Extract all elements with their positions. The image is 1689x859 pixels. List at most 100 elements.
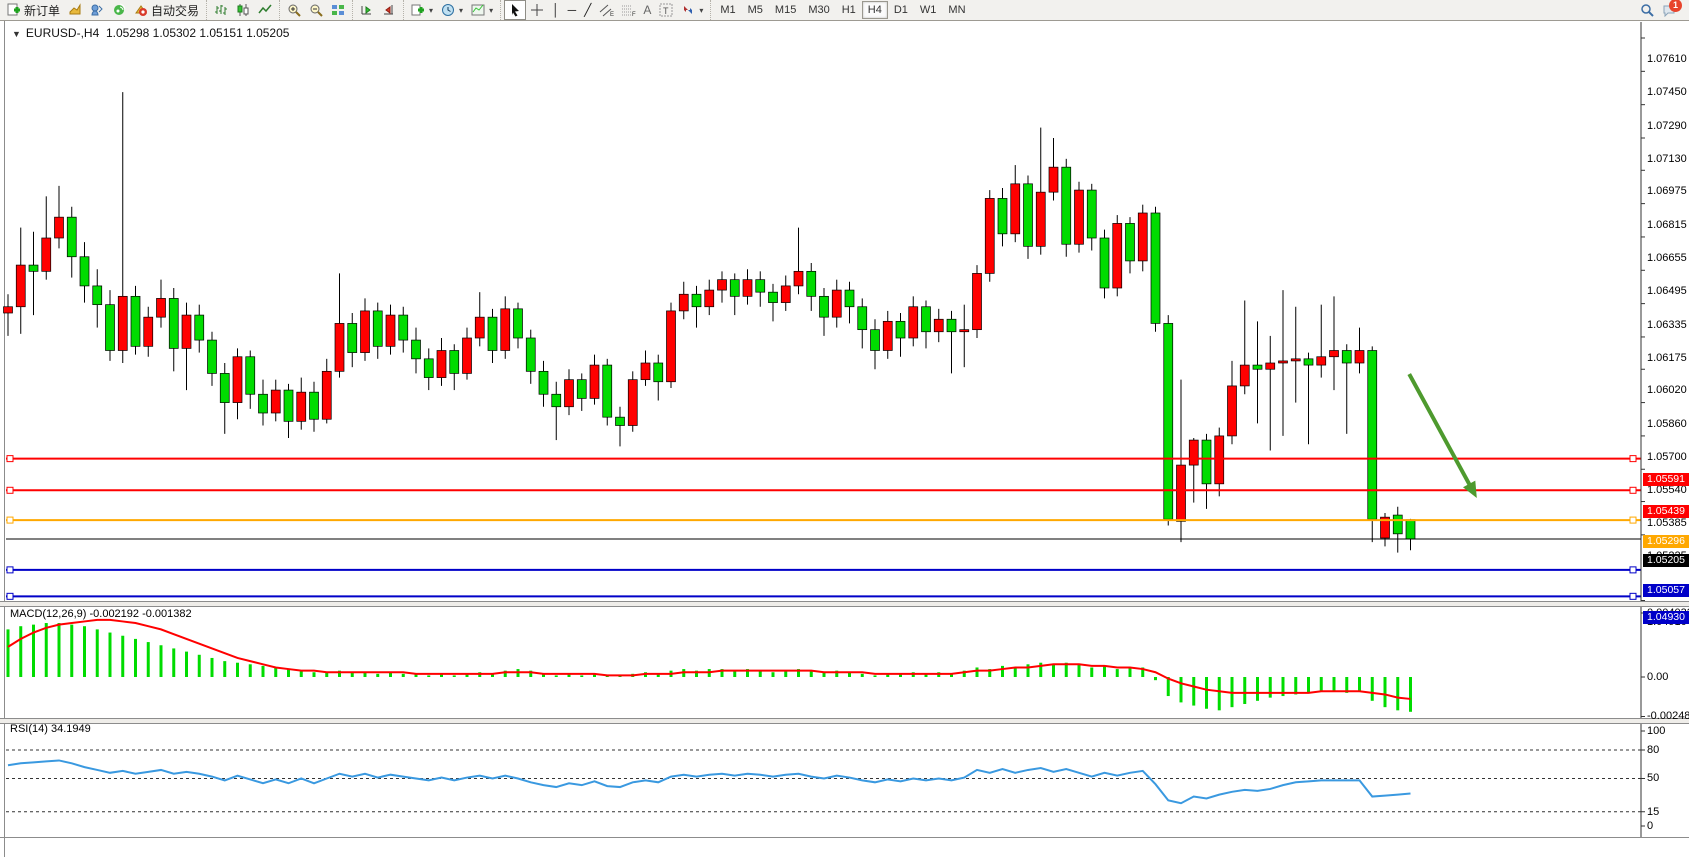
macd-histogram-bar [529, 670, 533, 677]
macd-histogram-bar [848, 672, 851, 677]
timeframe-h1-button[interactable]: H1 [841, 4, 856, 16]
line-handle[interactable] [1629, 516, 1637, 524]
autotrading-button[interactable]: 自动交易 [130, 0, 203, 20]
text-button[interactable]: A [639, 0, 655, 20]
price-tick-label: 1.06175 [1647, 351, 1687, 364]
macd-histogram-bar [593, 673, 596, 677]
line-price-label: 1.05205 [1643, 553, 1689, 567]
market-watch-button[interactable] [64, 0, 86, 20]
candle-body [436, 350, 447, 378]
auto-scroll-button[interactable] [356, 0, 378, 20]
trendline-icon: ╱ [584, 3, 592, 17]
macd-histogram-bar [822, 672, 826, 677]
window-border [4, 21, 5, 857]
line-handle[interactable] [1629, 592, 1637, 600]
line-handle[interactable] [6, 592, 14, 600]
label-button[interactable]: T [655, 0, 677, 20]
line-handle[interactable] [1629, 455, 1637, 463]
macd-histogram-bar [185, 651, 188, 677]
equidistant-channel-button[interactable]: E [595, 0, 617, 20]
candle-body [921, 306, 931, 333]
new-order-button[interactable]: 新订单 [3, 0, 64, 20]
candle-body [538, 370, 549, 395]
candle-body [1316, 356, 1327, 366]
timeframe-w1-button[interactable]: W1 [919, 4, 937, 16]
fibonacci-icon: F [621, 3, 636, 17]
line-price-label: 1.05439 [1643, 504, 1689, 518]
collapse-chart-icon[interactable]: ▼ [12, 29, 21, 39]
crosshair-button[interactable] [526, 0, 548, 20]
new-order-icon [7, 3, 21, 17]
arrows-icon [681, 3, 695, 17]
line-handle[interactable] [1629, 566, 1637, 574]
candle-body [474, 316, 485, 339]
chart-shift-button[interactable] [378, 0, 400, 20]
candle-body [1367, 350, 1378, 520]
candle-body [1290, 358, 1301, 362]
trend-arrow-shaft[interactable] [1407, 373, 1474, 491]
candle-body [1329, 350, 1339, 358]
cursor-button[interactable] [504, 0, 527, 20]
macd-histogram-bar [389, 672, 392, 677]
price-tick-label: 1.05540 [1647, 484, 1687, 497]
macd-histogram-bar [873, 675, 877, 677]
macd-histogram-bar [236, 662, 239, 677]
horizontal-line-button[interactable]: ─ [564, 0, 581, 20]
indicators-caret: ▾ [429, 5, 434, 15]
line-handle[interactable] [6, 516, 14, 524]
timeframe-m5-button[interactable]: M5 [747, 4, 763, 16]
macd-histogram-bar [146, 642, 150, 677]
signals-button[interactable] [108, 0, 130, 20]
fibonacci-button[interactable]: F [617, 0, 639, 20]
indicators-button[interactable]: ▾ [407, 0, 437, 20]
candlestick-chart-button[interactable] [232, 0, 254, 20]
candle-body [232, 356, 243, 403]
line-chart-button[interactable] [254, 0, 276, 20]
candle-body [640, 362, 651, 381]
line-handle[interactable] [6, 566, 14, 574]
candle-body [984, 198, 995, 274]
timeframe-m15-button[interactable]: M15 [774, 4, 797, 16]
bar-chart-button[interactable] [210, 0, 232, 20]
line-handle[interactable] [6, 486, 14, 494]
timeframe-mn-button[interactable]: MN [948, 4, 966, 16]
candle-body [449, 350, 460, 374]
chart-ohlc-values: 1.05298 1.05302 1.05151 1.05205 [105, 26, 290, 40]
arrows-button[interactable]: ▾ [677, 0, 707, 20]
timeframe-h4-button[interactable]: H4 [861, 1, 888, 19]
macd-histogram-bar [32, 624, 35, 677]
candle-body [1354, 350, 1365, 364]
navigator-icon [90, 3, 104, 17]
candle-body [321, 370, 332, 420]
timeframe-d1-button[interactable]: D1 [893, 4, 908, 16]
macd-histogram-bar [6, 629, 10, 677]
search-button[interactable] [1636, 0, 1658, 20]
candle-body [1010, 183, 1021, 235]
macd-histogram-bar [287, 669, 290, 677]
notifications-button[interactable]: 1 [1658, 0, 1682, 20]
periods-button[interactable]: ▾ [437, 0, 467, 20]
price-tick-label: 1.07450 [1647, 86, 1687, 99]
candle-body [1188, 439, 1199, 466]
zoom-out-button[interactable] [305, 0, 327, 20]
candle-body [219, 373, 230, 403]
trend-arrow-head[interactable] [1462, 480, 1477, 498]
timeframe-m1-button[interactable]: M1 [720, 4, 736, 16]
candle-body [15, 264, 26, 308]
templates-button[interactable]: ▾ [467, 0, 497, 20]
zoom-in-button[interactable] [283, 0, 305, 20]
panel-divider-rsi[interactable] [0, 718, 1689, 724]
line-handle[interactable] [1629, 486, 1637, 494]
candle-body [1278, 360, 1288, 364]
panel-divider-macd[interactable] [0, 601, 1689, 607]
candle-body [844, 289, 855, 308]
tile-windows-button[interactable] [327, 0, 349, 20]
vertical-line-button[interactable]: │ [548, 0, 564, 20]
arrows-caret: ▾ [699, 5, 704, 15]
navigator-button[interactable] [86, 0, 108, 20]
timeframe-m30-button[interactable]: M30 [808, 4, 830, 16]
macd-histogram-bar [299, 670, 303, 677]
trendline-button[interactable]: ╱ [580, 0, 595, 20]
line-handle[interactable] [6, 455, 14, 463]
macd-histogram-bar [248, 664, 252, 677]
